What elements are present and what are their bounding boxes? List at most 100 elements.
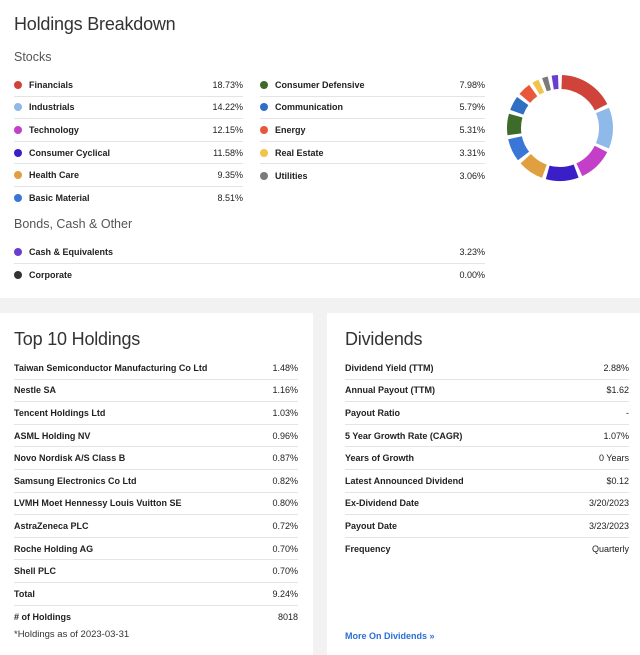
dividend-row-label: Latest Announced Dividend: [345, 475, 464, 486]
sector-row-value: 3.31%: [459, 147, 485, 158]
holding-row: ASML Holding NV 0.96%: [14, 425, 298, 448]
sector-row-value: 7.98%: [459, 79, 485, 90]
holding-row-value: 1.48%: [272, 362, 298, 373]
holding-row-value: 8018: [277, 611, 298, 622]
dividend-row-value: 1.07%: [603, 430, 629, 441]
legend-swatch: [260, 125, 268, 134]
asset-class-row: Cash & Equivalents 3.23%: [14, 241, 485, 264]
sector-row: Real Estate 3.31%: [260, 142, 485, 165]
sector-row: Industrials 14.22%: [14, 97, 243, 120]
legend-swatch: [14, 125, 22, 134]
sector-row: Financials 18.73%: [14, 74, 243, 97]
dividend-row: Annual Payout (TTM) $1.62: [345, 380, 629, 403]
donut-slice: [519, 84, 538, 104]
dividend-row: Ex-Dividend Date 3/20/2023: [345, 493, 629, 516]
donut-slice: [508, 135, 530, 161]
sector-row-label: Consumer Defensive: [275, 79, 365, 90]
holding-row-value: 0.87%: [272, 453, 298, 464]
sector-donut-chart: [507, 75, 613, 181]
holdings-breakdown-card: Holdings Breakdown Stocks Bonds, Cash & …: [0, 0, 640, 298]
holding-row-label: Roche Holding AG: [14, 543, 94, 554]
sector-row-value: 5.79%: [459, 102, 485, 113]
holding-row-value: 0.96%: [272, 430, 298, 441]
holding-row-label: Novo Nordisk A/S Class B: [14, 453, 126, 464]
asset-class-row-label: Cash & Equivalents: [29, 246, 114, 257]
holding-row-label: AstraZeneca PLC: [14, 520, 89, 531]
dividend-row: Payout Ratio -: [345, 402, 629, 425]
legend-swatch: [14, 270, 22, 279]
sector-row: Consumer Cyclical 11.58%: [14, 142, 243, 165]
sector-row-value: 5.31%: [459, 124, 485, 135]
sector-row-value: 12.15%: [212, 124, 243, 135]
legend-swatch: [260, 80, 268, 89]
legend-swatch: [14, 171, 22, 180]
sector-row: Technology 12.15%: [14, 119, 243, 142]
donut-slice: [561, 75, 608, 111]
dividend-row-label: Years of Growth: [345, 453, 415, 464]
holding-row-value: 9.24%: [272, 588, 298, 599]
holding-row-label: Nestle SA: [14, 385, 57, 396]
more-on-dividends-link[interactable]: More On Dividends »: [345, 631, 435, 641]
holding-row: Novo Nordisk A/S Class B 0.87%: [14, 447, 298, 470]
dividend-row-label: Payout Ratio: [345, 407, 401, 418]
sector-row-label: Industrials: [29, 102, 75, 113]
legend-swatch: [14, 194, 22, 203]
dividend-row: Latest Announced Dividend $0.12: [345, 470, 629, 493]
holding-row: LVMH Moet Hennessy Louis Vuitton SE 0.80%: [14, 493, 298, 516]
sector-row-label: Utilities: [275, 170, 308, 181]
dividend-row-value: Quarterly: [591, 544, 629, 555]
legend-swatch: [14, 103, 22, 112]
sector-row-label: Energy: [275, 124, 306, 135]
holding-row-value: 1.16%: [272, 385, 298, 396]
sector-row-value: 14.22%: [212, 102, 243, 113]
legend-swatch: [260, 148, 268, 157]
holding-row-value: 0.72%: [272, 520, 298, 531]
sector-row-label: Basic Material: [29, 193, 90, 204]
sector-row: Health Care 9.35%: [14, 164, 243, 187]
dividend-row-label: Ex-Dividend Date: [345, 498, 420, 509]
sector-row-value: 18.73%: [212, 79, 243, 90]
donut-slice: [576, 145, 608, 177]
holding-row-label: # of Holdings: [14, 611, 71, 622]
legend-swatch: [14, 80, 22, 89]
dividend-row-value: 3/20/2023: [588, 498, 629, 509]
holding-row-label: Tencent Holdings Ltd: [14, 407, 106, 418]
sector-row: Basic Material 8.51%: [14, 187, 243, 210]
holdings-breakdown-title: Holdings Breakdown: [14, 14, 176, 34]
holdings-footnote: *Holdings as of 2023-03-31: [14, 629, 130, 640]
donut-slice: [542, 76, 552, 92]
top-10-holdings-card: Top 10 Holdings *Holdings as of 2023-03-…: [0, 313, 313, 655]
holding-row-value: 0.80%: [272, 498, 298, 509]
dividend-row: Payout Date 3/23/2023: [345, 515, 629, 538]
dividend-row-value: -: [626, 407, 629, 418]
holding-row-label: LVMH Moet Hennessy Louis Vuitton SE: [14, 498, 182, 509]
donut-slice: [510, 96, 529, 115]
dividend-row: Years of Growth 0 Years: [345, 447, 629, 470]
dividend-row-value: 3/23/2023: [588, 520, 629, 531]
holding-row-value: 1.03%: [272, 407, 298, 418]
dividend-row-label: 5 Year Growth Rate (CAGR): [345, 430, 463, 441]
donut-slice: [545, 164, 579, 181]
holding-row: # of Holdings 8018: [14, 606, 298, 629]
dividend-row-label: Payout Date: [345, 520, 398, 531]
sector-row: Energy 5.31%: [260, 119, 485, 142]
holding-row-label: ASML Holding NV: [14, 430, 91, 441]
dividend-row-label: Dividend Yield (TTM): [345, 362, 434, 373]
dividend-row: Frequency Quarterly: [345, 538, 629, 561]
dividend-row: Dividend Yield (TTM) 2.88%: [345, 357, 629, 380]
asset-class-row-label: Corporate: [29, 269, 73, 280]
holding-row-label: Shell PLC: [14, 566, 57, 577]
sector-row-label: Communication: [275, 102, 344, 113]
sector-row-label: Financials: [29, 79, 74, 90]
legend-swatch: [260, 171, 268, 180]
asset-class-row-value: 3.23%: [459, 246, 485, 257]
donut-slice: [507, 113, 523, 136]
donut-slice: [551, 75, 559, 90]
sector-row-label: Technology: [29, 124, 79, 135]
donut-slice: [520, 153, 548, 178]
sector-row-value: 9.35%: [217, 170, 243, 181]
holding-row: Roche Holding AG 0.70%: [14, 538, 298, 561]
dividend-row: 5 Year Growth Rate (CAGR) 1.07%: [345, 425, 629, 448]
holding-row-value: 0.70%: [272, 543, 298, 554]
legend-swatch: [14, 148, 22, 157]
